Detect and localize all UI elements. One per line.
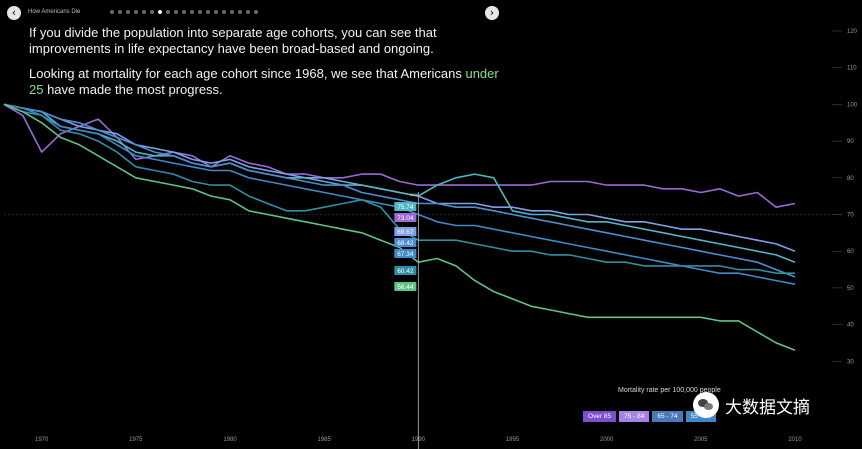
watermark: 大数据文摘 [693, 392, 810, 418]
legend-item[interactable]: 75 - 84 [619, 411, 650, 422]
marker-year-label: 1990 [410, 192, 420, 197]
marker-badge [394, 282, 417, 291]
story-title: How Americans Die [28, 9, 81, 15]
watermark-text: 大数据文摘 [725, 397, 810, 418]
y-tick-label: 90 [847, 139, 854, 145]
slide-pager[interactable] [110, 10, 258, 14]
pager-dot[interactable] [254, 10, 258, 14]
marker-value-label: 60.42 [397, 268, 414, 275]
y-tick-label: 40 [847, 323, 854, 329]
series-line [3, 103, 796, 263]
series-line [3, 103, 796, 352]
pager-dot[interactable] [110, 10, 114, 14]
legend-title: Mortality rate per 100,000 people [618, 387, 721, 394]
x-tick-label: 1970 [35, 437, 49, 443]
y-tick-label: 120 [847, 29, 858, 35]
pager-dot[interactable] [246, 10, 250, 14]
prev-slide-button[interactable]: ‹ [7, 6, 21, 20]
pager-dot[interactable] [238, 10, 242, 14]
detail-text-start: Looking at mortality for each age cohort… [29, 66, 466, 81]
pager-dot[interactable] [174, 10, 178, 14]
x-tick-label: 2010 [788, 437, 802, 443]
pager-dot[interactable] [134, 10, 138, 14]
pager-dot[interactable] [166, 10, 170, 14]
x-tick-label: 1980 [223, 437, 237, 443]
legend-item[interactable]: 65 - 74 [652, 411, 683, 422]
legend-item[interactable]: Over 85 [583, 411, 617, 422]
marker-badge [394, 213, 417, 222]
marker-value-label: 73.04 [397, 215, 414, 222]
detail-paragraph: Looking at mortality for each age cohort… [29, 66, 499, 98]
marker-badge [394, 202, 417, 211]
detail-text-end: have made the most progress. [43, 82, 223, 97]
marker-value-label: 56.44 [397, 284, 414, 291]
wechat-icon [693, 392, 719, 418]
x-tick-label: 2005 [694, 437, 708, 443]
pager-dot[interactable] [182, 10, 186, 14]
highlight-under-25: under 25 [29, 66, 499, 97]
pager-dot[interactable] [206, 10, 210, 14]
y-tick-label: 80 [847, 176, 854, 182]
y-tick-label: 60 [847, 249, 854, 255]
y-tick-label: 70 [847, 213, 854, 219]
y-tick-label: 100 [847, 102, 858, 108]
pager-dot[interactable] [230, 10, 234, 14]
marker-badge [394, 238, 417, 247]
x-tick-label: 2000 [600, 437, 614, 443]
y-tick-label: 110 [847, 66, 857, 72]
marker-badge [394, 266, 417, 275]
next-slide-button[interactable]: › [485, 6, 499, 20]
marker-value-label: 67.34 [397, 251, 414, 258]
marker-value-label: 75.74 [397, 204, 414, 211]
pager-dot[interactable] [214, 10, 218, 14]
pager-dot[interactable] [118, 10, 122, 14]
marker-value-label: 69.67 [397, 229, 414, 236]
marker-badge [394, 227, 417, 236]
series-line [3, 103, 796, 208]
pager-dot[interactable] [150, 10, 154, 14]
pager-dot[interactable] [126, 10, 130, 14]
pager-dot[interactable] [158, 10, 162, 14]
pager-dot[interactable] [198, 10, 202, 14]
pager-dot[interactable] [190, 10, 194, 14]
y-tick-label: 30 [847, 359, 854, 365]
series-line [3, 103, 796, 278]
x-tick-label: 1995 [506, 437, 520, 443]
y-tick-label: 50 [847, 286, 854, 292]
pager-dot[interactable] [222, 10, 226, 14]
marker-badge [394, 249, 417, 258]
x-tick-label: 1975 [129, 437, 143, 443]
intro-paragraph: If you divide the population into separa… [29, 25, 437, 56]
pager-dot[interactable] [142, 10, 146, 14]
x-tick-label: 1985 [317, 437, 331, 443]
marker-value-label: 68.42 [397, 240, 414, 247]
